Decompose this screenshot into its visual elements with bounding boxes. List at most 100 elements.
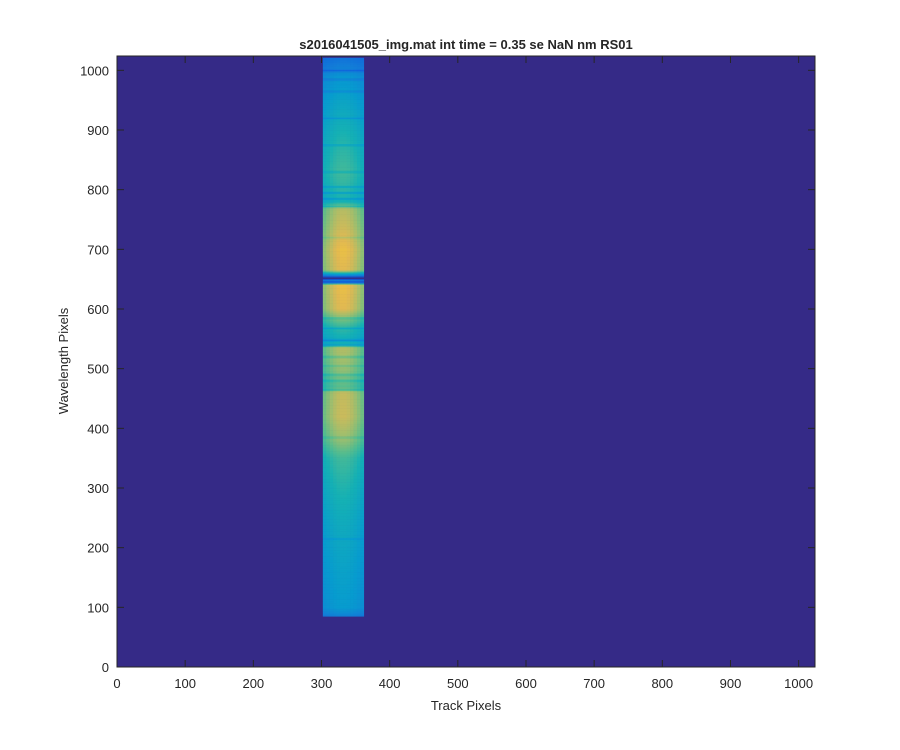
heatmap-cell [350,396,354,399]
heatmap-cell [336,141,341,143]
heatmap-cell [322,314,327,316]
heatmap-cell [326,607,330,610]
heatmap-cell [356,407,361,409]
heatmap-cell [322,135,327,137]
heatmap-cell [329,156,334,159]
heatmap-cell [353,364,358,366]
heatmap-cell [333,510,337,512]
heatmap-cell [336,303,341,306]
heatmap-cell [360,354,365,357]
heatmap-cell [322,477,327,480]
heatmap-cell [343,458,348,461]
heatmap-cell [326,461,330,463]
heatmap-cell [360,215,365,217]
heatmap-cell [350,249,354,252]
heatmap-cell [333,430,337,432]
heatmap-cell [356,304,361,307]
heatmap-cell [336,144,341,147]
heatmap-cell [329,174,334,177]
heatmap-cell [333,236,337,239]
heatmap-cell [333,274,337,277]
heatmap-cell [322,446,327,449]
heatmap-cell [343,221,348,223]
heatmap-cell [333,520,337,523]
heatmap-cell [329,502,334,505]
heatmap-cell [350,234,354,236]
heatmap-cell [346,166,351,168]
heatmap-cell [350,426,354,429]
heatmap-cell [339,387,344,389]
heatmap-cell [343,514,348,517]
heatmap-cell [333,271,337,273]
heatmap-cell [336,596,341,598]
heatmap-cell [360,148,365,150]
heatmap-cell [333,228,337,230]
heatmap-cell [339,271,344,273]
heatmap-cell [356,368,361,370]
heatmap-cell [322,556,327,559]
heatmap-cell [353,302,358,304]
heatmap-cell [333,152,337,154]
heatmap-cell [322,581,327,584]
heatmap-cell [329,323,334,326]
heatmap-cell [356,271,361,273]
heatmap-cell [326,362,330,364]
heatmap-cell [360,457,365,460]
heatmap-cell [339,538,344,541]
heatmap-cell [329,333,334,335]
heatmap-cell [360,286,365,289]
heatmap-cell [343,369,348,371]
heatmap-cell [333,239,337,241]
heatmap-cell [329,232,334,234]
heatmap-cell [356,487,361,489]
heatmap-cell [339,148,344,150]
heatmap-cell [356,341,361,344]
heatmap-cell [350,124,354,127]
heatmap-cell [343,121,348,123]
heatmap-cell [329,229,334,232]
heatmap-cell [356,233,361,235]
heatmap-cell [339,522,344,524]
heatmap-cell [326,498,330,500]
heatmap-cell [322,168,327,171]
heatmap-cell [333,512,337,514]
heatmap-cell [353,357,358,359]
heatmap-cell [339,516,344,518]
heatmap-cell [333,337,337,339]
heatmap-cell [333,413,337,415]
heatmap-cell [343,418,348,420]
heatmap-cell [326,374,330,376]
heatmap-cell [339,458,344,461]
heatmap-cell [343,596,348,598]
heatmap-cell [333,153,337,155]
heatmap-cell [356,490,361,493]
heatmap-cell [343,457,348,460]
heatmap-cell [333,556,337,559]
heatmap-cell [336,218,341,221]
heatmap-cell [356,173,361,176]
heatmap-cell [350,216,354,218]
heatmap-cell [339,352,344,355]
heatmap-cell [360,496,365,499]
heatmap-cell [356,279,361,282]
heatmap-cell [339,486,344,488]
heatmap-cell [343,479,348,481]
heatmap-cell [350,568,354,571]
heatmap-cell [329,221,334,223]
heatmap-cell [346,505,351,507]
heatmap-cell [329,562,334,565]
heatmap-cell [336,575,341,578]
heatmap-cell [322,223,327,226]
heatmap-cell [333,232,337,234]
heatmap-cell [360,535,365,537]
heatmap-cell [336,209,341,211]
heatmap-cell [360,272,365,275]
heatmap-cell [329,470,334,473]
heatmap-cell [339,218,344,221]
heatmap-cell [322,399,327,401]
heatmap-cell [353,297,358,300]
heatmap-cell [336,285,341,288]
heatmap-cell [350,317,354,320]
heatmap-cell [360,280,365,283]
heatmap-cell [329,277,334,279]
